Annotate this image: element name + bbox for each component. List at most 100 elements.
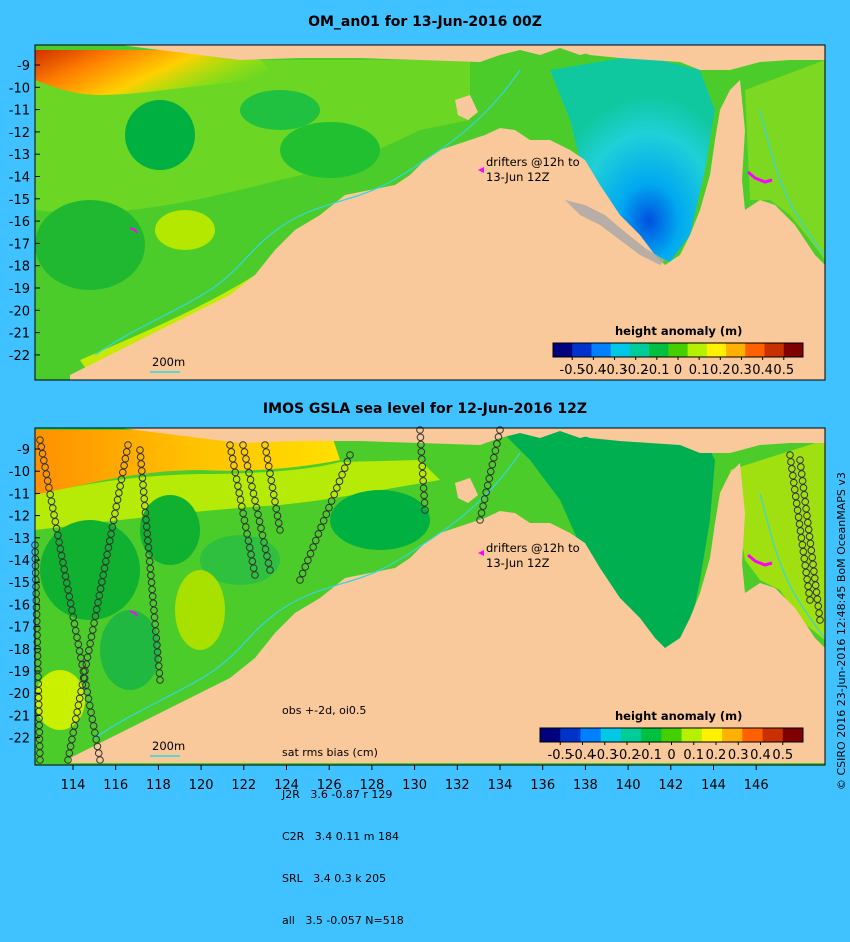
lon-tick-label: 144 — [701, 778, 726, 793]
colorbar-tick-label: 0.3 — [731, 363, 752, 378]
colorbar-swatch — [600, 728, 622, 742]
altimetry-obs — [483, 481, 492, 490]
panel1-map: drifters @12h to 13-Jun 12Z 200m height … — [9, 44, 826, 381]
altimetry-obs — [261, 545, 270, 553]
lat-tick-label: -21 — [9, 327, 30, 342]
panel2-200m-contour — [94, 452, 521, 739]
colorbar-swatch — [726, 343, 746, 357]
colorbar-swatch — [742, 728, 764, 742]
panel2-200m-contour — [759, 492, 826, 639]
colorbar-tick-label: -0.4 — [570, 748, 595, 763]
altimetry-obs — [263, 455, 272, 463]
lon-tick-label: 134 — [488, 778, 513, 793]
stats-line: J2R 3.6 -0.87 r 129 — [282, 788, 393, 801]
panel1-drifter-marker — [478, 167, 484, 173]
lat-tick-label: -10 — [9, 465, 30, 480]
altimetry-obs — [417, 448, 426, 456]
lat-tick-label: -14 — [9, 171, 30, 186]
altimetry-obs — [816, 616, 824, 624]
lat-tick-label: -9 — [17, 443, 30, 458]
panel2-orange-band — [35, 430, 340, 495]
lon-tick-label: 146 — [744, 778, 769, 793]
lon-tick-label: 136 — [530, 778, 555, 793]
panel2-low-patch — [140, 495, 200, 565]
altimetry-obs — [480, 495, 489, 504]
altimetry-obs — [249, 489, 258, 498]
lat-tick-label: -20 — [9, 687, 30, 702]
lat-tick-label: -11 — [9, 487, 30, 502]
altimetry-obs — [486, 467, 495, 476]
altimetry-obs — [333, 484, 341, 492]
altimetry-obs — [304, 556, 312, 565]
panel2-yellow-band — [35, 460, 440, 530]
lon-tick-label: 140 — [616, 778, 641, 793]
colorbar-tick-label: 0.1 — [683, 748, 704, 763]
colorbar-tick-label: 0 — [674, 363, 682, 378]
altimetry-obs — [322, 510, 331, 519]
colorbar-tick-label: -0.3 — [592, 748, 617, 763]
panel2-frame — [34, 427, 826, 766]
panel2-satellite-tracks — [31, 426, 824, 764]
lat-tick-label: -14 — [9, 554, 30, 569]
lat-tick-label: -19 — [9, 282, 30, 297]
altimetry-obs — [266, 469, 274, 478]
colorbar-swatch — [745, 343, 766, 357]
altimetry-obs — [419, 484, 428, 492]
colorbar-tick-label: -0.5 — [548, 748, 573, 763]
altimetry-obs — [335, 477, 344, 486]
altimetry-obs — [306, 549, 315, 558]
colorbar-tick-label: 0.5 — [772, 748, 793, 763]
colorbar-swatch — [783, 343, 804, 357]
panel2-drifter-note-line2: 13-Jun 12Z — [486, 556, 550, 570]
lat-tick-label: -18 — [9, 643, 30, 658]
altimetry-obs — [301, 563, 310, 571]
altimetry-obs — [311, 536, 320, 545]
altimetry-obs — [246, 475, 255, 484]
altimetry-obs — [276, 526, 284, 534]
panel2-drifter-track — [129, 610, 138, 617]
altimetry-obs — [260, 538, 268, 547]
colorbar-tick-label: -0.5 — [560, 363, 585, 378]
altimetry-obs — [490, 453, 498, 462]
panel1-high-patch — [155, 210, 215, 250]
panel2-low-patch — [40, 520, 140, 620]
lat-tick-label: -12 — [9, 510, 30, 525]
altimetry-obs — [251, 496, 259, 505]
credit-text: © CSIRO 2016 23-Jun-2016 12:48:45 BoM Oc… — [835, 472, 848, 790]
colorbar-tick-label: 0 — [667, 748, 675, 763]
altimetry-obs — [274, 519, 283, 527]
colorbar-tick-label: 0.4 — [752, 363, 773, 378]
lon-tick-label: 130 — [402, 778, 427, 793]
altimetry-obs — [416, 433, 425, 442]
panel1-drifter-note-line2: 13-Jun 12Z — [486, 170, 550, 184]
panel1-frame — [34, 44, 826, 381]
altimetry-obs — [421, 506, 429, 514]
altimetry-obs — [327, 497, 336, 505]
altimetry-obs — [272, 504, 281, 513]
panel1-yellowgreen-band — [35, 60, 470, 213]
colorbar-swatch — [553, 343, 573, 357]
colorbar-swatch — [620, 728, 642, 742]
panel2-high-patch — [35, 670, 85, 730]
stats-line: all 3.5 -0.057 N=518 — [282, 914, 404, 927]
altimetry-obs — [261, 441, 269, 449]
colorbar-swatch — [661, 728, 683, 742]
lon-tick-label: 138 — [573, 778, 598, 793]
panel2-drifter-marker — [478, 550, 484, 556]
altimetry-obs — [239, 441, 247, 449]
panel1-reef-edge — [565, 200, 665, 265]
colorbar-swatch — [641, 728, 662, 742]
altimetry-obs — [248, 482, 256, 491]
lat-tick-label: -21 — [9, 709, 30, 724]
stats-line: obs +-2d, oi0.5 — [282, 704, 367, 717]
colorbar-swatch — [706, 343, 727, 357]
colorbar-swatch — [668, 343, 689, 357]
panel1-gulf-anomaly — [550, 55, 715, 262]
colorbar-swatch — [722, 728, 743, 742]
lat-tick-label: -15 — [9, 193, 30, 208]
altimetry-obs — [418, 455, 426, 463]
colorbar-swatch — [629, 343, 650, 357]
colorbar-swatch — [649, 343, 669, 357]
lat-tick-label: -17 — [9, 621, 30, 636]
panel1-low-patch — [35, 200, 145, 290]
